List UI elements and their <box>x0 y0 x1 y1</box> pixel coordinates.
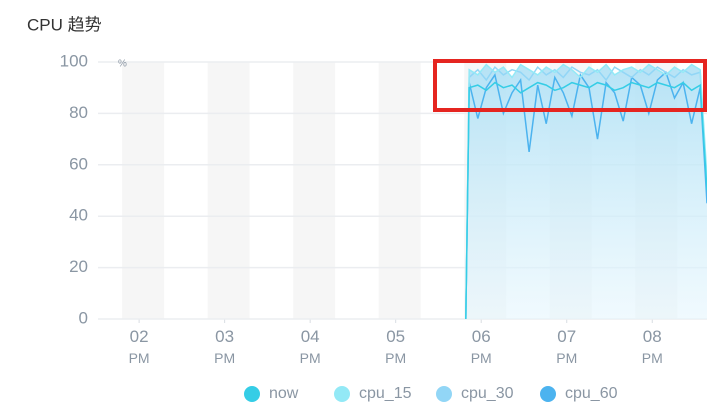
legend-label: now <box>269 385 299 402</box>
hour-band <box>207 62 250 319</box>
x-tick-label: 07 PM <box>556 327 577 365</box>
x-tick-label: 08 PM <box>642 327 663 365</box>
x-tick-label: 05 PM <box>385 327 406 365</box>
legend-marker <box>244 386 260 402</box>
y-tick-label: 20 <box>69 257 88 276</box>
x-tick-label: 04 PM <box>300 327 321 365</box>
chart-title: CPU 趋势 <box>27 15 102 34</box>
y-tick-label: 60 <box>69 154 88 173</box>
hour-band <box>122 62 165 319</box>
legend-label: cpu_15 <box>359 385 412 402</box>
y-tick-label: 100 <box>60 51 88 70</box>
y-tick-label: 0 <box>79 308 88 327</box>
series-line <box>465 63 707 320</box>
legend-marker <box>334 386 350 402</box>
x-tick-label: 06 PM <box>471 327 492 365</box>
series-line <box>465 81 707 320</box>
y-tick-label: 80 <box>69 103 88 122</box>
legend-label: cpu_60 <box>565 385 618 402</box>
legend-marker <box>540 386 556 402</box>
series-line <box>465 70 707 320</box>
hour-band <box>378 62 421 319</box>
y-unit: % <box>118 59 127 70</box>
hour-band <box>293 62 336 319</box>
legend-label: cpu_30 <box>461 385 514 402</box>
x-tick-label: 03 PM <box>214 327 235 365</box>
y-tick-label: 40 <box>69 206 88 225</box>
area <box>465 64 707 319</box>
legend-marker <box>436 386 452 402</box>
x-tick-label: 02 PM <box>129 327 150 365</box>
highlight-box <box>433 59 707 112</box>
